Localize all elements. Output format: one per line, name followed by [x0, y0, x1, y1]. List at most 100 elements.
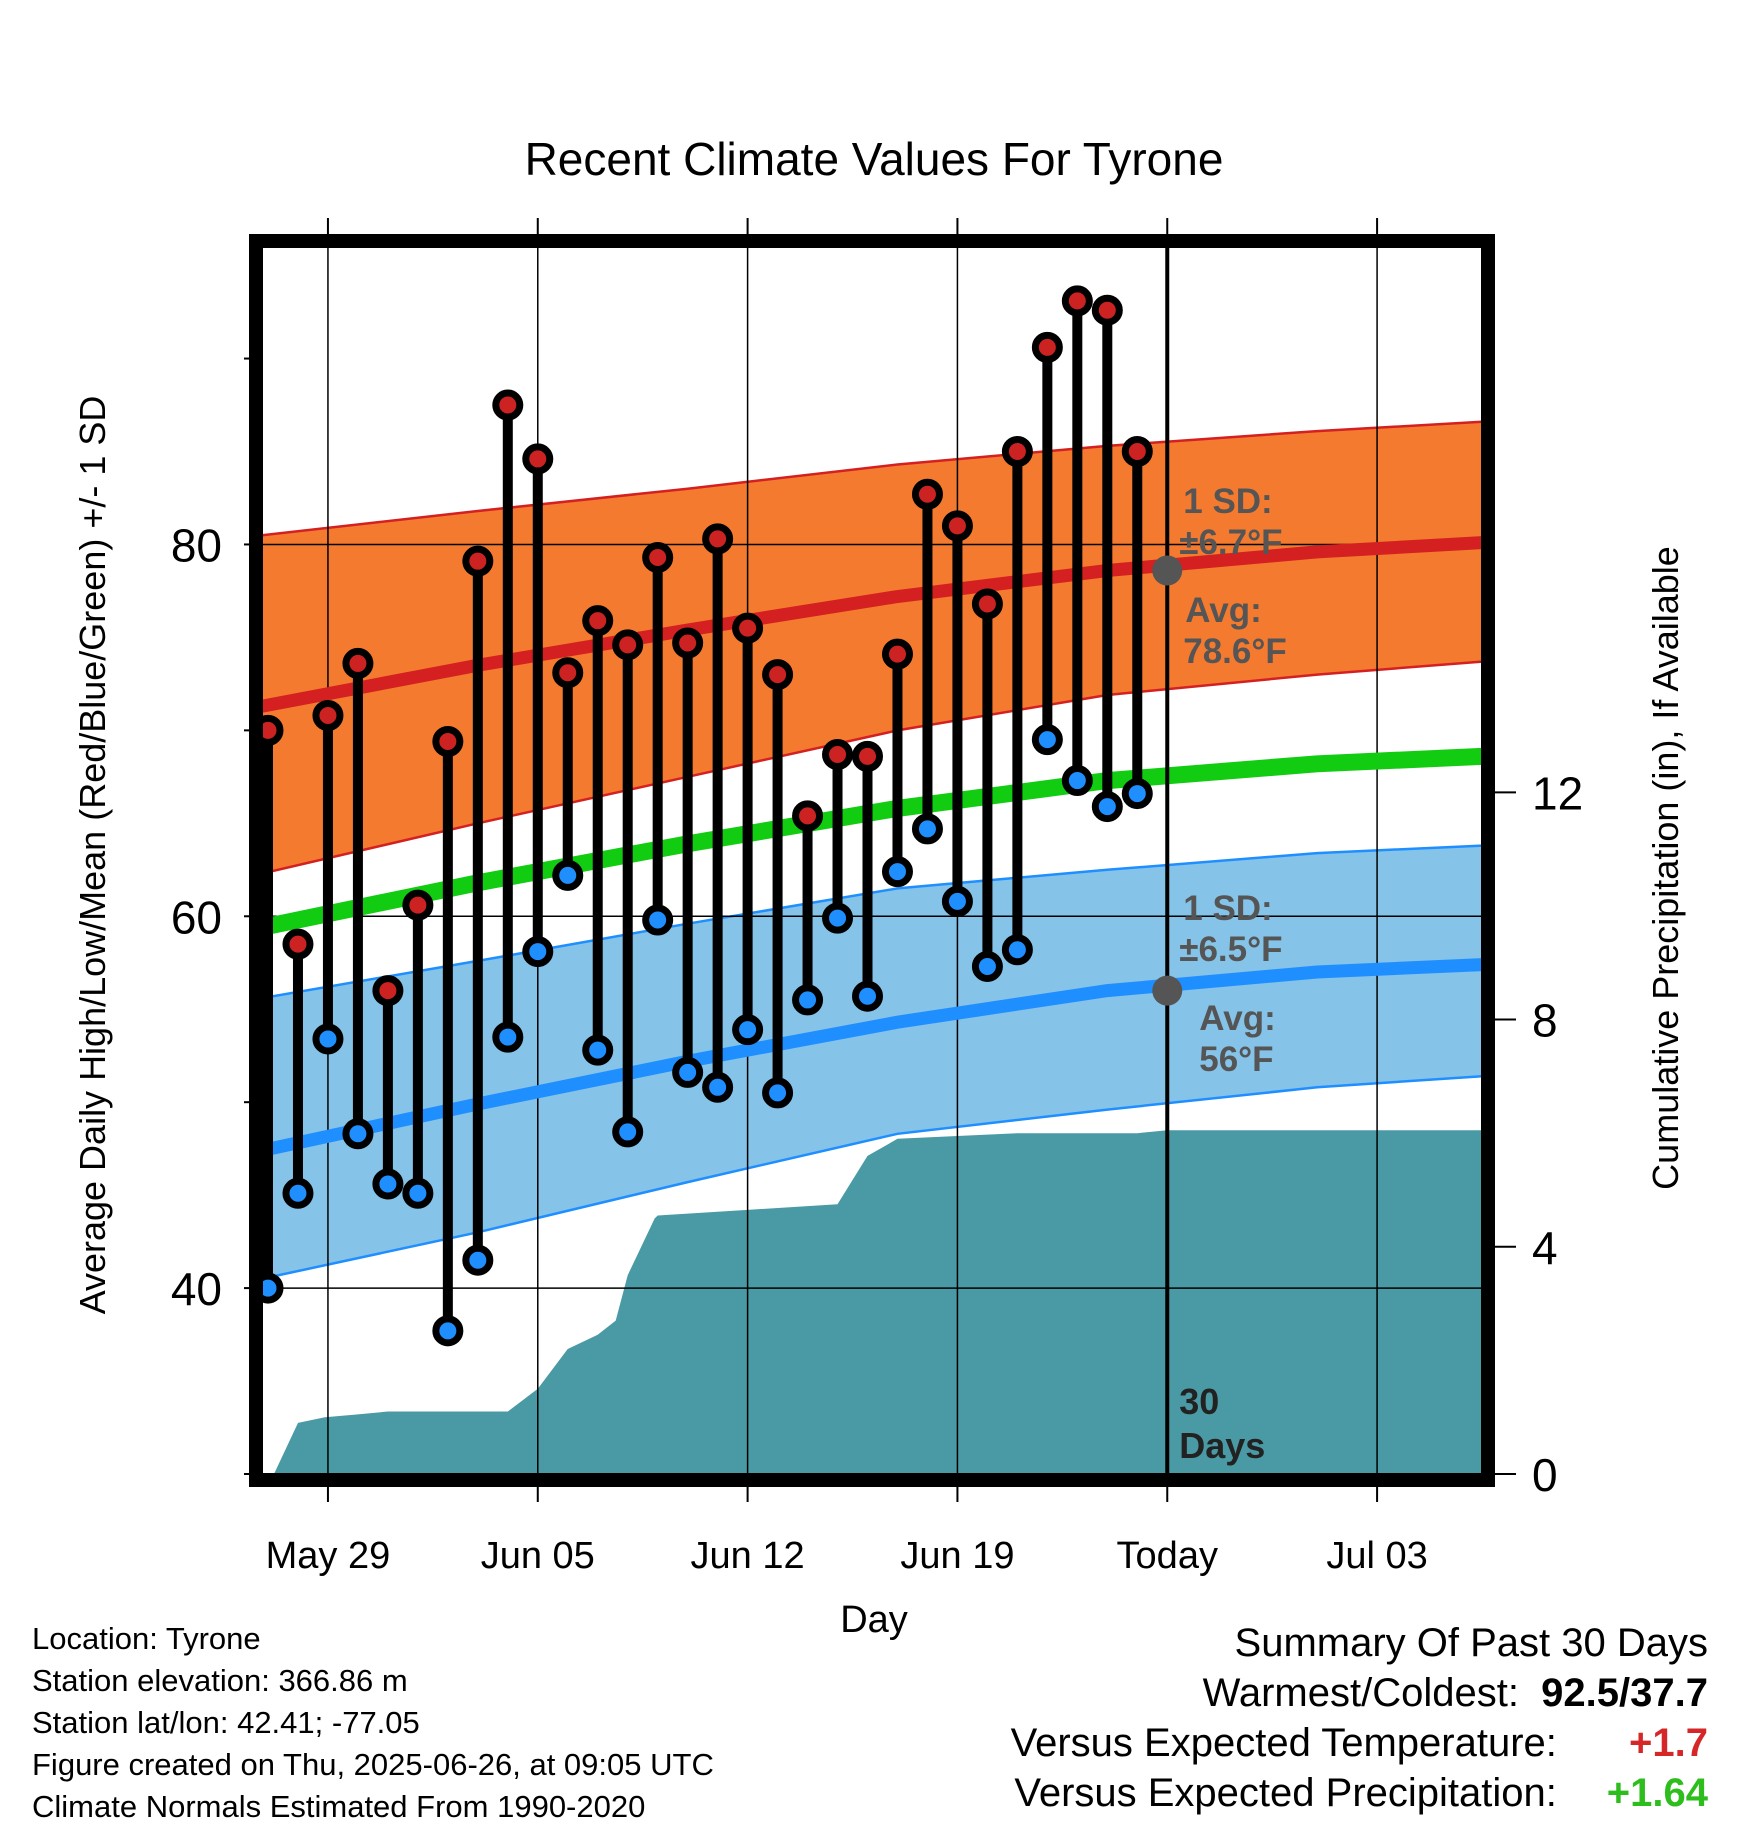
high-point	[262, 714, 284, 746]
low-point	[941, 885, 973, 917]
low-point	[432, 1315, 464, 1347]
low-point	[1001, 934, 1033, 966]
today-days-number: 30	[1179, 1381, 1219, 1422]
precip-value: +1.64	[1606, 1771, 1708, 1815]
high-point	[881, 638, 913, 670]
warm-cold-label: Warmest/Coldest:	[1202, 1671, 1519, 1715]
high-point	[971, 588, 1003, 620]
low-point	[612, 1116, 644, 1148]
summary-temp: Versus Expected Temperature: +1.7	[1011, 1718, 1708, 1768]
high-sd-upper-line	[262, 420, 1482, 537]
low-point	[342, 1118, 374, 1150]
x-tick-label: Jun 12	[691, 1535, 805, 1577]
y-axis-label-right: Cumulative Precipitation (in), If Availa…	[1645, 546, 1686, 1190]
low-point	[642, 904, 674, 936]
low-point	[582, 1034, 614, 1066]
summary-warm-cold: Warmest/Coldest: 92.5/37.7	[1011, 1668, 1708, 1718]
high-point	[702, 523, 734, 555]
low-sd-value: ±6.5°F	[1179, 930, 1282, 969]
plot-frame	[249, 234, 1495, 1487]
low-point	[372, 1168, 404, 1200]
high-point	[1001, 436, 1033, 467]
info-created: Figure created on Thu, 2025-06-26, at 09…	[32, 1747, 714, 1782]
summary-panel: Summary Of Past 30 Days Warmest/Coldest:…	[1011, 1618, 1708, 1818]
high-point	[342, 647, 374, 679]
high-point	[582, 605, 614, 637]
y-tick-label-right: 12	[1532, 767, 1583, 819]
low-point	[881, 856, 913, 888]
high-point	[732, 612, 764, 644]
info-normals: Climate Normals Estimated From 1990-2020	[32, 1789, 646, 1824]
info-location: Location: Tyrone	[32, 1621, 261, 1656]
summary-heading: Summary Of Past 30 Days	[1234, 1621, 1708, 1665]
warm-cold-value: 92.5/37.7	[1541, 1671, 1708, 1715]
high-point	[911, 478, 943, 510]
low-point	[702, 1071, 734, 1103]
y-tick-label-right: 8	[1532, 995, 1558, 1047]
high-point	[402, 889, 434, 921]
high-point	[522, 443, 554, 475]
x-tick-label: Jul 03	[1326, 1535, 1427, 1577]
precip-area	[274, 1130, 1482, 1474]
low-point	[971, 950, 1003, 982]
high-point	[672, 627, 704, 659]
summary-precip: Versus Expected Precipitation: +1.64	[1011, 1768, 1708, 1818]
high-point	[792, 800, 824, 832]
temp-value: +1.7	[1629, 1721, 1708, 1765]
high-point	[852, 740, 884, 772]
station-info: Location: Tyrone Station elevation: 366.…	[32, 1618, 714, 1828]
low-point	[1031, 724, 1063, 756]
chart-title: Recent Climate Values For Tyrone	[525, 133, 1224, 185]
x-tick-label: Today	[1117, 1535, 1218, 1577]
high-point	[642, 541, 674, 573]
low-point	[1121, 778, 1153, 810]
low-point	[822, 902, 854, 934]
info-elevation: Station elevation: 366.86 m	[32, 1663, 408, 1698]
y-tick-label-left: 40	[171, 1263, 222, 1315]
low-point	[1091, 791, 1123, 823]
high-sd-value: ±6.7°F	[1179, 523, 1282, 562]
high-point	[941, 510, 973, 542]
today-high-avg-marker	[1152, 555, 1183, 586]
low-point	[1061, 765, 1093, 797]
low-sd-band	[262, 845, 1482, 1279]
high-point	[822, 739, 854, 771]
high-sd-label: 1 SD:	[1183, 482, 1272, 521]
axes: May 29 Jun 05 Jun 12 Jun 19 Today Jul 0340608…	[171, 218, 1583, 1577]
low-avg-value: 56°F	[1199, 1040, 1273, 1079]
low-point	[492, 1021, 524, 1053]
low-point	[262, 1272, 284, 1304]
y-axis-label-left: Average Daily High/Low/Mean (Red/Blue/Gr…	[72, 396, 113, 1315]
high-point	[612, 629, 644, 661]
high-point	[282, 928, 314, 960]
low-point	[282, 1177, 314, 1209]
today-days-word: Days	[1179, 1425, 1265, 1466]
high-point	[1121, 436, 1153, 467]
high-point	[552, 657, 584, 689]
y-tick-label-left: 60	[171, 891, 222, 943]
high-point	[312, 699, 344, 731]
low-avg-label: Avg:	[1199, 999, 1275, 1038]
y-tick-label-left: 80	[171, 519, 222, 571]
low-point	[762, 1077, 794, 1109]
low-point	[462, 1244, 494, 1276]
low-sd-label: 1 SD:	[1183, 889, 1272, 928]
info-latlon: Station lat/lon: 42.41; -77.05	[32, 1705, 420, 1740]
low-point	[522, 936, 554, 968]
y-tick-label-right: 4	[1532, 1222, 1558, 1274]
y-tick-label-right: 0	[1532, 1449, 1558, 1501]
high-point	[432, 726, 464, 758]
high-point	[1061, 285, 1093, 317]
high-point	[492, 389, 524, 421]
x-axis-label: Day	[840, 1599, 908, 1641]
high-point	[1031, 331, 1063, 363]
low-point	[402, 1177, 434, 1209]
low-point	[732, 1014, 764, 1046]
high-avg-value: 78.6°F	[1183, 632, 1287, 671]
precip-label: Versus Expected Precipitation:	[1014, 1771, 1557, 1815]
x-tick-label: Jun 05	[481, 1535, 595, 1577]
x-tick-label: May 29	[266, 1535, 391, 1577]
